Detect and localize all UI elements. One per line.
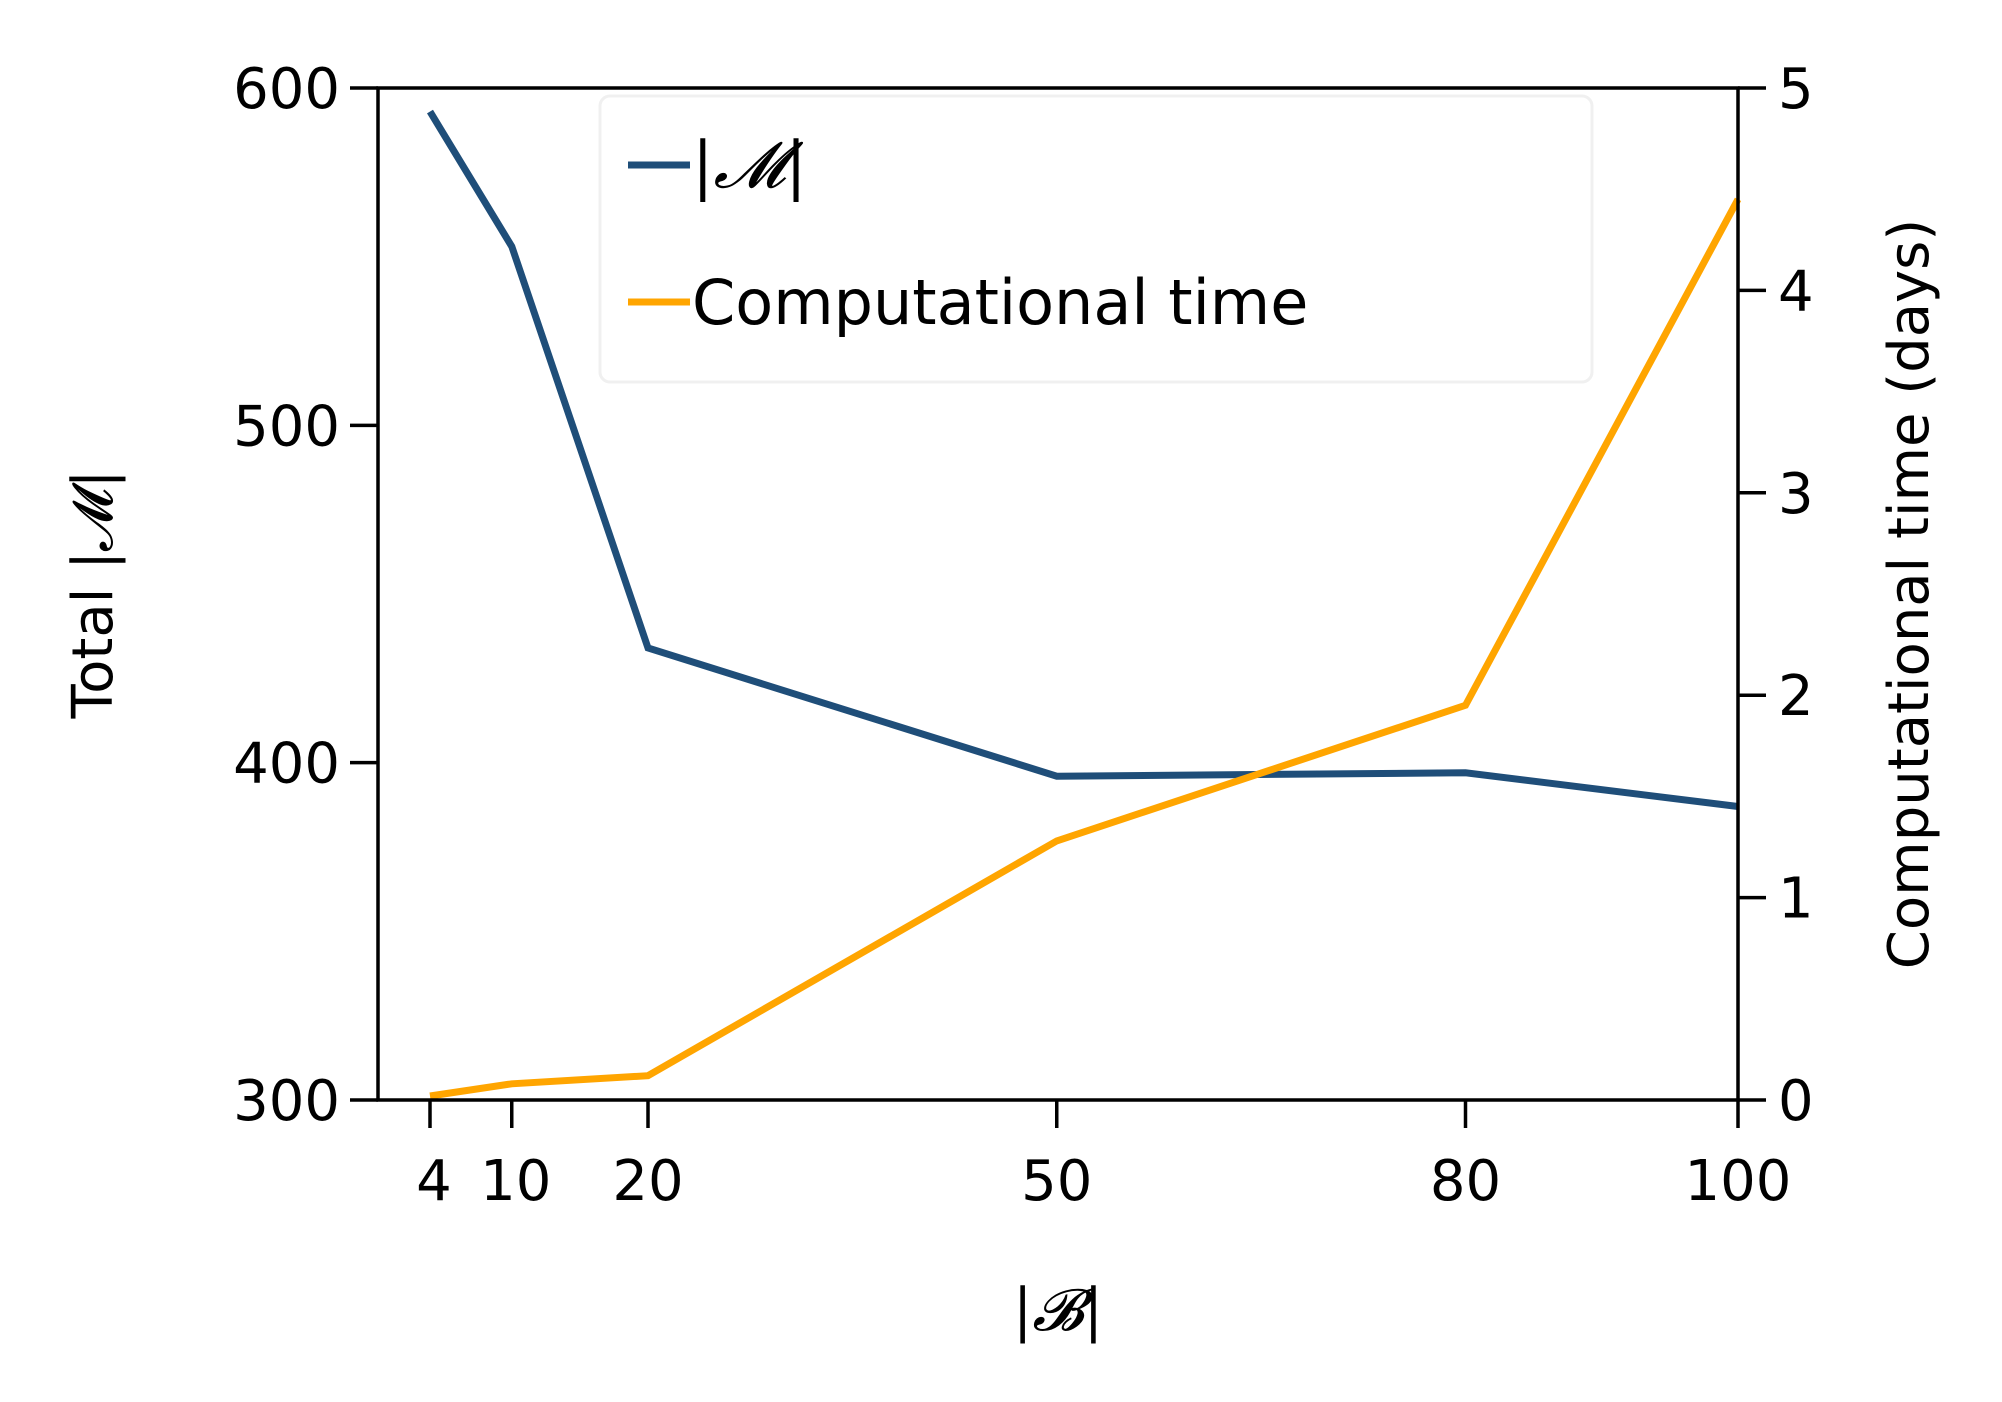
right-axis-label: Computational time (days) <box>1877 219 1942 969</box>
right-tick-label: 5 <box>1778 57 1814 122</box>
legend: |𝓜| Computational time <box>598 94 1594 384</box>
series-layer <box>427 109 1742 1100</box>
right-tick-label: 4 <box>1778 259 1814 324</box>
series-line-m <box>427 109 1739 810</box>
legend-label-time: Computational time <box>692 266 1308 339</box>
x-tick-label: 4 <box>416 1149 452 1214</box>
right-axis-ticks: 0 1 2 3 4 5 <box>1738 57 1814 1134</box>
legend-box <box>598 94 1594 384</box>
right-tick-label: 0 <box>1778 1069 1814 1134</box>
x-tick-label: 50 <box>1021 1149 1092 1214</box>
right-tick-label: 3 <box>1778 462 1814 527</box>
series-line-time <box>429 197 1742 1100</box>
x-tick-label: 100 <box>1685 1149 1792 1214</box>
left-tick-label: 600 <box>233 57 340 122</box>
legend-label-m: |𝓜| <box>692 129 807 203</box>
left-tick-label: 500 <box>233 394 340 459</box>
x-axis-ticks: 4 10 20 50 80 100 <box>416 1100 1791 1214</box>
x-axis-label: |𝓑| <box>1013 1276 1103 1344</box>
x-tick-label: 10 <box>480 1149 551 1214</box>
left-tick-label: 300 <box>233 1069 340 1134</box>
left-axis-label: Total |𝓜| <box>61 469 126 719</box>
x-tick-label: 20 <box>612 1149 683 1214</box>
right-tick-label: 1 <box>1778 867 1814 932</box>
x-tick-label: 80 <box>1430 1149 1501 1214</box>
left-axis-ticks: 300 400 500 600 <box>233 57 378 1134</box>
left-tick-label: 400 <box>233 732 340 797</box>
right-tick-label: 2 <box>1778 664 1814 729</box>
